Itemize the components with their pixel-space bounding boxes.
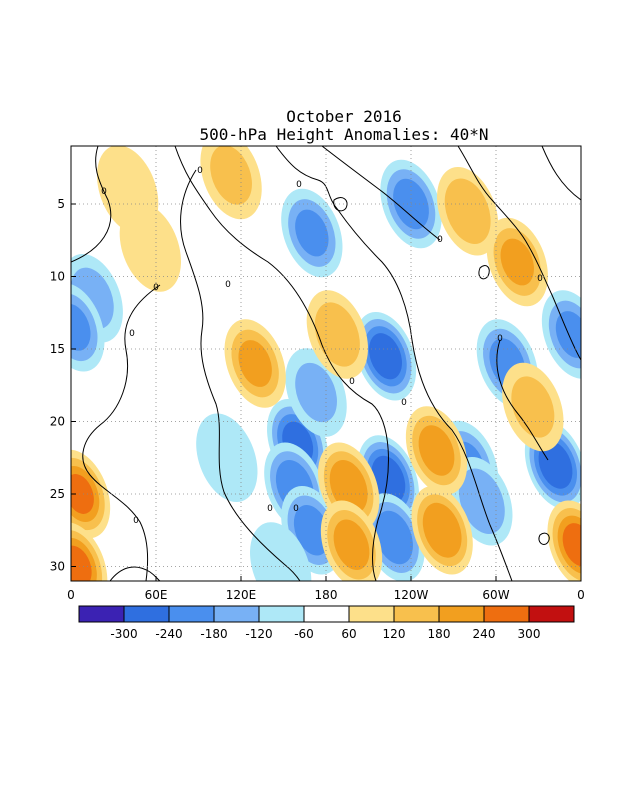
zero-contours [71,146,581,581]
anomaly-cell [250,522,312,581]
anomaly-cell [238,340,272,387]
colorbar: -300 -240 -180 -120 -60 60 120 180 240 300 [78,605,575,641]
colorbar-label: 60 [341,627,356,641]
colorbar-swatch [348,605,395,623]
colorbar-label: 120 [383,627,406,641]
colorbar-swatch [438,605,485,623]
anomaly-cell [119,203,181,292]
colorbar-swatch [123,605,170,623]
contour-label: 0 [497,334,503,344]
y-axis: 5 10 15 20 25 30 [50,197,76,574]
zero-contour [109,566,161,581]
anomaly-cell [369,333,402,380]
y-tick-label: 20 [50,415,65,429]
anomaly-cell [418,425,455,476]
colorbar-swatch [303,605,350,623]
x-tick-label: 120E [226,588,257,602]
x-tick-label: 60W [482,588,509,602]
grid-lines [71,146,581,581]
contour-label: 0 [296,180,302,190]
zero-contour [180,169,301,581]
x-tick-label: 120W [394,588,429,602]
contour-label: 0 [537,274,543,284]
anomaly-cell [500,238,534,286]
chart-subtitle: 500-hPa Height Anomalies: 40*N [200,125,489,144]
y-tick-label: 10 [50,270,65,284]
anomaly-cell [71,545,92,581]
plot-area: 0 0 0 0 0 0 0 0 0 0 0 0 0 0 [70,145,582,582]
colorbar-label: 300 [518,627,541,641]
contour-labels: 0 0 0 0 0 0 0 0 0 0 0 0 0 0 [101,166,543,526]
anomaly-cell [196,413,258,503]
contour-label: 0 [349,377,355,387]
zero-contour [496,339,549,461]
contour-label: 0 [101,187,107,197]
anomaly-cell [293,505,330,556]
colorbar-swatch [258,605,305,623]
zero-contour [538,532,550,545]
anomaly-cell [562,523,581,567]
anomaly-cell [329,459,368,514]
anomaly-layer [71,146,581,581]
anomaly-cell [295,209,329,257]
contour-label: 0 [293,504,299,514]
zero-contour [174,146,389,581]
colorbar-swatch [393,605,440,623]
chart-title: October 2016 [286,107,402,126]
y-tick-label: 15 [50,342,65,356]
zero-contour [82,284,161,581]
anomaly-cell [333,519,370,570]
colorbar-swatch [78,605,125,623]
colorbar-swatch [528,605,575,623]
colorbar-label: -60 [294,627,314,641]
contour-label: 0 [197,166,203,176]
contour-label: 0 [133,516,139,526]
contour-label: 0 [129,329,135,339]
x-tick-label: 0 [67,588,75,602]
zero-contour [333,197,348,212]
anomaly-cell [71,303,91,351]
y-tick-label: 25 [50,487,65,501]
zero-contour [457,146,581,361]
colorbar-label: -240 [155,627,182,641]
anomaly-cell [371,455,406,504]
y-tick-label: 5 [57,197,65,211]
anomaly-cell [511,376,555,438]
x-tick-label: 60E [145,588,168,602]
anomaly-cell [538,441,573,489]
zero-contour [478,265,490,280]
zero-contour [71,146,112,263]
colorbar-swatch [168,605,215,623]
x-axis: 0 60E 120E 180 120W 60W 0 [67,576,585,602]
contour-label: 0 [401,398,407,408]
zero-contour [541,146,581,201]
x-tick-label: 0 [577,588,585,602]
contour-label: 0 [225,280,231,290]
colorbar-swatch [213,605,260,623]
anomaly-cell [422,502,462,558]
anomaly-cell [444,178,491,245]
contour-label: 0 [267,504,273,514]
colorbar-swatch [483,605,530,623]
anomaly-cell [210,146,252,205]
contour-label: 0 [153,283,159,293]
colorbar-label: 180 [428,627,451,641]
zero-contour [275,146,513,581]
colorbar-label: 240 [473,627,496,641]
contour-label: 0 [437,235,443,245]
zero-contour [321,146,441,241]
colorbar-label: -120 [245,627,272,641]
anomaly-cell [375,510,413,565]
anomaly-cell [295,362,337,423]
y-tick-label: 30 [50,560,65,574]
colorbar-label: -180 [200,627,227,641]
x-tick-label: 180 [315,588,338,602]
colorbar-label: -300 [110,627,137,641]
